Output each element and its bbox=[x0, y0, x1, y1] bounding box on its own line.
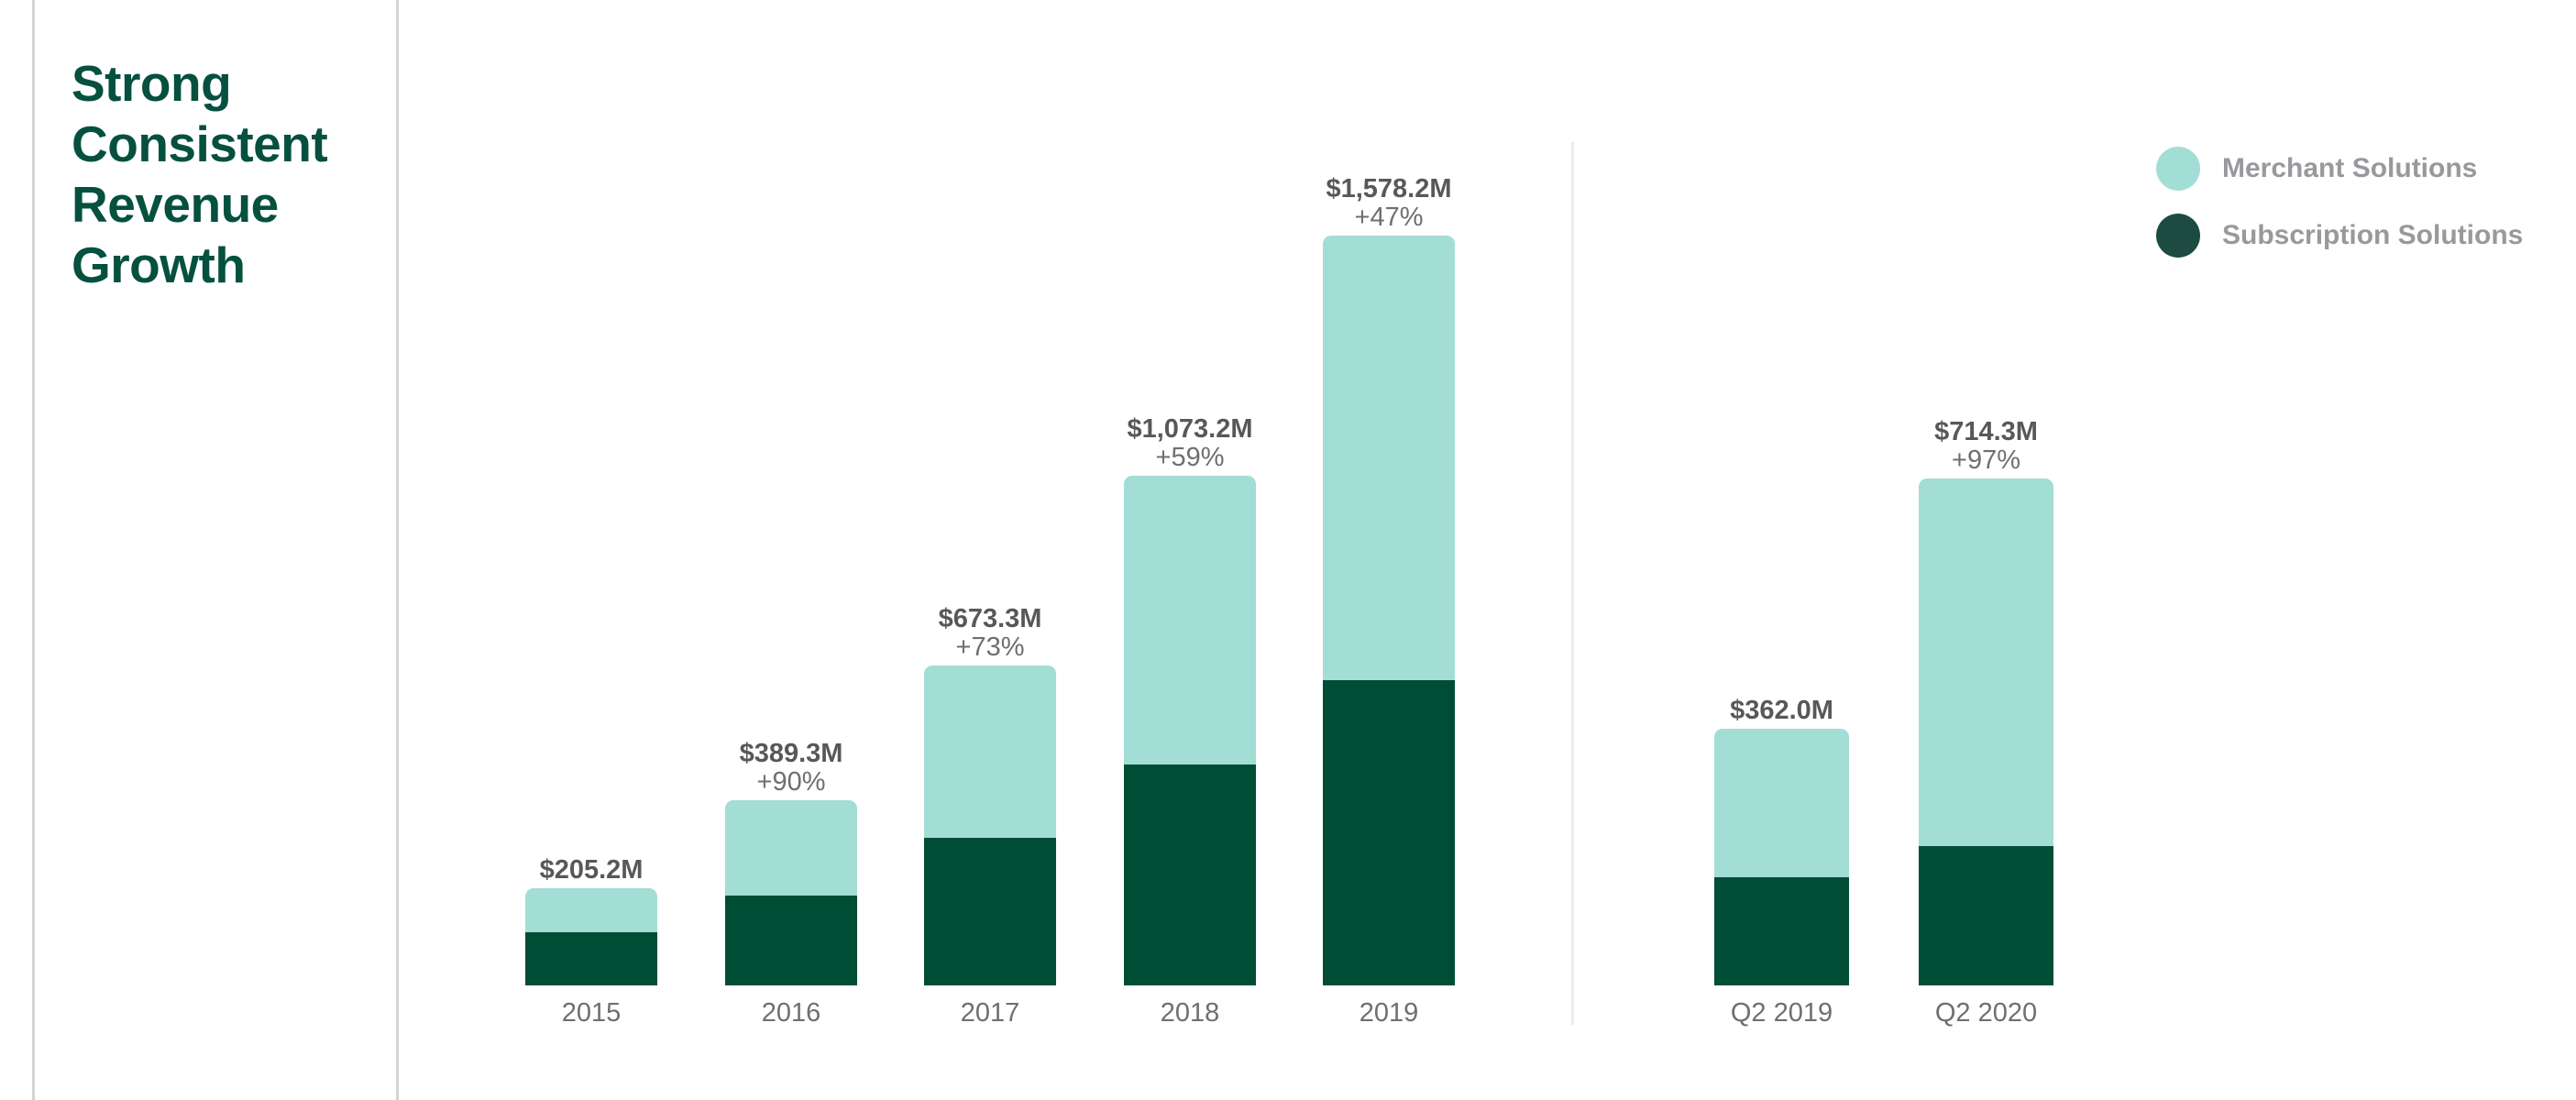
title-panel-divider-line bbox=[396, 0, 399, 1100]
bar-label: $714.3M +97% bbox=[1934, 418, 2038, 475]
subscription-solutions-segment bbox=[1714, 877, 1849, 985]
bar-label: $205.2M bbox=[540, 856, 644, 885]
axis-category-label: Q2 2020 bbox=[1934, 998, 2038, 1028]
subscription-solutions-segment bbox=[924, 838, 1056, 985]
legend-label-merchant-solutions: Merchant Solutions bbox=[2222, 153, 2478, 183]
bar-growth-label: +97% bbox=[1952, 446, 2020, 475]
bar-label: $1,073.2M +59% bbox=[1127, 415, 1252, 472]
bar-label: $362.0M bbox=[1730, 697, 1833, 725]
subscription-solutions-segment bbox=[1919, 846, 2053, 985]
axis-category-label: 2018 bbox=[1160, 998, 1220, 1028]
bar-total-label: $1,073.2M bbox=[1127, 414, 1253, 444]
legend: Merchant Solutions Subscription Solution… bbox=[2156, 147, 2523, 280]
bar-label: $389.3M +90% bbox=[740, 740, 843, 797]
bar-total-label: $362.0M bbox=[1730, 696, 1833, 725]
chart-group-separator-line bbox=[1571, 142, 1574, 1025]
subscription-solutions-segment bbox=[1323, 680, 1455, 985]
subscription-solutions-segment bbox=[525, 932, 657, 985]
merchant-solutions-segment bbox=[725, 800, 857, 896]
bar-growth-label: +90% bbox=[756, 767, 826, 797]
bar-total-label: $389.3M bbox=[739, 739, 843, 768]
subscription-solutions-segment bbox=[725, 896, 857, 985]
page-title: Strong Consistent Revenue Growth bbox=[72, 55, 328, 293]
axis-category-label: 2017 bbox=[960, 998, 1020, 1028]
bar-growth-label: +73% bbox=[955, 632, 1025, 662]
legend-label-subscription-solutions: Subscription Solutions bbox=[2222, 220, 2524, 250]
bar-label: $673.3M +73% bbox=[939, 605, 1042, 662]
merchant-solutions-segment bbox=[1124, 476, 1256, 764]
bar-total-label: $205.2M bbox=[539, 855, 644, 885]
left-border-line bbox=[32, 0, 35, 1100]
merchant-solutions-swatch-icon bbox=[2156, 147, 2200, 191]
bar-total-label: $673.3M bbox=[938, 604, 1042, 633]
axis-category-label: 2016 bbox=[761, 998, 821, 1028]
merchant-solutions-segment bbox=[1919, 478, 2053, 846]
merchant-solutions-segment bbox=[1714, 729, 1849, 877]
bar-growth-label: +47% bbox=[1354, 203, 1424, 232]
legend-item-subscription-solutions: Subscription Solutions bbox=[2156, 214, 2523, 258]
subscription-solutions-segment bbox=[1124, 764, 1256, 985]
axis-category-label: 2015 bbox=[561, 998, 622, 1028]
merchant-solutions-segment bbox=[924, 666, 1056, 838]
merchant-solutions-segment bbox=[1323, 236, 1455, 680]
bar-total-label: $714.3M bbox=[1934, 417, 2038, 446]
axis-category-label: 2019 bbox=[1359, 998, 1419, 1028]
bar-label: $1,578.2M +47% bbox=[1326, 175, 1451, 232]
bar-growth-label: +59% bbox=[1155, 443, 1225, 472]
axis-category-label: Q2 2019 bbox=[1730, 998, 1833, 1028]
subscription-solutions-swatch-icon bbox=[2156, 214, 2200, 258]
merchant-solutions-segment bbox=[525, 888, 657, 932]
legend-item-merchant-solutions: Merchant Solutions bbox=[2156, 147, 2523, 191]
bar-total-label: $1,578.2M bbox=[1326, 174, 1452, 204]
